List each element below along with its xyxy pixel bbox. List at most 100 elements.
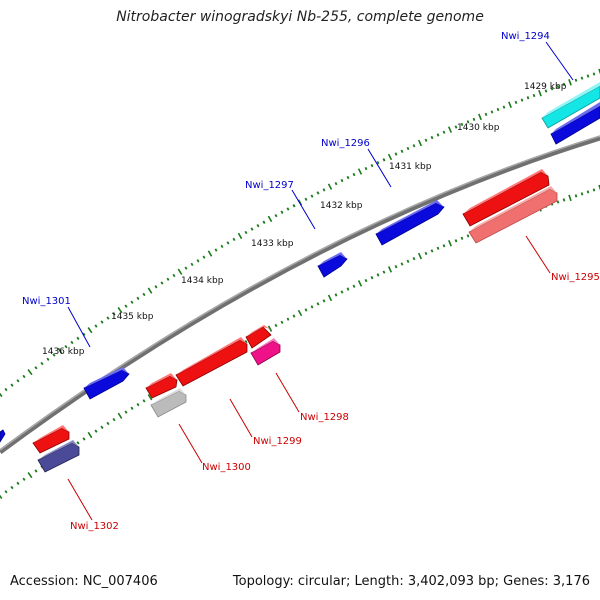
label-leaders — [67, 41, 574, 521]
inner-ruler-tick — [340, 290, 344, 294]
outer-ruler-tick — [334, 182, 338, 186]
outer-ruler-tick — [136, 296, 140, 301]
gene-nwi-1296[interactable] — [375, 200, 445, 246]
gene-labels: Nwi_1294 Nwi_1296 Nwi_1297 Nwi_1301 Nwi_… — [22, 31, 600, 532]
outer-ruler-tick — [357, 168, 363, 175]
outer-ruler-tick — [166, 277, 170, 281]
inner-ruler-tick — [27, 472, 33, 479]
outer-ruler-tick — [376, 161, 380, 165]
inner-ruler-tick — [10, 485, 14, 490]
gene-nwi-1298-strand[interactable] — [250, 338, 281, 366]
inner-ruler-tick — [580, 192, 584, 196]
gene-nwi-1302[interactable] — [32, 425, 70, 454]
inner-ruler-tick — [124, 410, 128, 414]
inner-ruler-tick — [382, 270, 386, 274]
outer-ruler-tick — [112, 312, 116, 316]
outer-ruler-tick — [250, 227, 254, 231]
gene-partial-left[interactable] — [0, 429, 6, 443]
outer-ruler-tick — [502, 105, 506, 109]
outer-ruler-tick — [447, 126, 453, 133]
outer-ruler-tick — [106, 316, 110, 320]
outer-ruler-tick — [406, 146, 410, 151]
outer-ruler-tick — [322, 188, 326, 192]
inner-ruler-tick — [322, 299, 326, 303]
outer-ruler-tick — [466, 120, 470, 124]
gene-nwi-1294-strand[interactable] — [550, 102, 600, 145]
gene-nwi-1300[interactable] — [145, 373, 178, 399]
label-nwi-1302[interactable]: Nwi_1302 — [70, 521, 119, 532]
outer-ruler-tick — [496, 107, 500, 112]
outer-ruler-tick — [124, 304, 128, 308]
outer-ruler-tick — [586, 74, 590, 78]
outer-ruler-tick — [460, 122, 464, 127]
ruler-label-1429: 1429 kbp — [524, 82, 567, 92]
gene-nwi-1297[interactable] — [317, 252, 348, 278]
ruler-label-1433: 1433 kbp — [251, 239, 294, 249]
inner-ruler-tick — [430, 249, 434, 253]
outer-tick-ruler — [0, 68, 600, 398]
gene-nwi-1294[interactable] — [541, 82, 600, 129]
inner-ruler-tick — [267, 325, 273, 332]
leader-nwi-1294 — [545, 41, 574, 81]
gene-nwi-1301[interactable] — [83, 367, 130, 400]
outer-ruler-tick — [508, 101, 512, 109]
outer-ruler-tick — [142, 292, 146, 297]
gene-nwi-1298[interactable] — [245, 325, 272, 349]
outer-ruler-tick — [454, 125, 458, 129]
label-nwi-1300[interactable]: Nwi_1300 — [202, 462, 251, 473]
label-nwi-1295[interactable]: Nwi_1295 — [551, 272, 600, 283]
inner-ruler-tick — [376, 273, 380, 277]
gene-nwi-1295-shadow[interactable] — [468, 186, 558, 244]
inner-ruler-tick — [112, 417, 116, 422]
ruler-label-1434: 1434 kbp — [181, 276, 224, 286]
inner-ruler-tick — [76, 441, 80, 445]
label-nwi-1296[interactable]: Nwi_1296 — [321, 138, 370, 149]
gene-nwi-1295[interactable] — [462, 169, 550, 227]
outer-ruler-tick — [207, 250, 213, 257]
outer-ruler-tick — [532, 93, 536, 98]
inner-ruler-tick — [327, 294, 333, 302]
inner-ruler-tick — [574, 194, 578, 198]
inner-ruler-tick — [87, 431, 93, 439]
inner-ruler-tick — [412, 257, 416, 261]
label-nwi-1301[interactable]: Nwi_1301 — [22, 296, 71, 307]
label-nwi-1299[interactable]: Nwi_1299 — [253, 436, 302, 447]
outer-ruler-tick — [562, 82, 566, 87]
outer-ruler-tick — [370, 164, 374, 168]
outer-ruler-tick — [274, 213, 278, 218]
gene-nwi-1299[interactable] — [175, 337, 248, 387]
outer-ruler-tick — [94, 324, 98, 328]
outer-ruler-tick — [244, 230, 248, 235]
label-nwi-1298[interactable]: Nwi_1298 — [300, 412, 349, 423]
outer-ruler-tick — [484, 112, 488, 117]
outer-ruler-tick — [442, 130, 446, 134]
outer-ruler-tick — [526, 96, 530, 100]
outer-ruler-tick — [154, 285, 158, 289]
inner-ruler-tick — [136, 402, 140, 407]
inner-ruler-tick — [130, 406, 134, 410]
outer-ruler-tick — [292, 204, 296, 208]
label-nwi-1294[interactable]: Nwi_1294 — [501, 31, 550, 42]
outer-ruler-tick — [364, 166, 368, 171]
outer-ruler-tick — [394, 152, 398, 156]
outer-ruler-tick — [177, 268, 183, 275]
outer-ruler-tick — [316, 191, 320, 195]
outer-ruler-tick — [520, 98, 524, 102]
reverse-genes — [32, 169, 558, 473]
outer-ruler-tick — [382, 158, 386, 162]
gene-nwi-1302-strand[interactable] — [37, 440, 80, 473]
outer-ruler-tick — [514, 100, 518, 105]
outer-ruler-tick — [286, 207, 290, 211]
ruler-label-1435: 1435 kbp — [111, 312, 154, 322]
outer-ruler-tick — [327, 183, 333, 190]
outer-ruler-tick — [556, 84, 560, 89]
outer-ruler-tick — [190, 262, 194, 267]
inner-ruler-tick — [346, 287, 350, 291]
gene-nwi-1300-strand[interactable] — [150, 388, 187, 418]
label-nwi-1297[interactable]: Nwi_1297 — [245, 180, 294, 191]
outer-ruler-tick — [130, 300, 134, 304]
inner-ruler-tick — [292, 314, 296, 318]
inner-ruler-tick — [34, 469, 38, 473]
